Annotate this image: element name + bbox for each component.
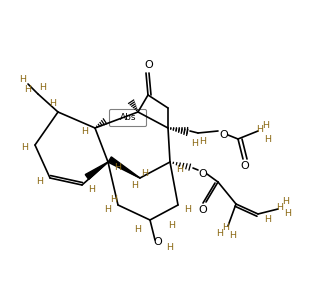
- Text: H: H: [142, 169, 148, 178]
- Text: O: O: [145, 60, 153, 70]
- Text: O: O: [220, 130, 228, 140]
- Text: H: H: [184, 205, 191, 214]
- Text: H: H: [216, 230, 223, 239]
- Text: O: O: [154, 237, 162, 247]
- Text: H: H: [82, 126, 88, 135]
- Text: H: H: [177, 166, 183, 175]
- Text: H: H: [229, 231, 237, 240]
- Text: H: H: [105, 205, 112, 214]
- Text: H: H: [115, 162, 121, 172]
- Text: H: H: [265, 214, 272, 223]
- Text: H: H: [282, 196, 289, 205]
- Text: H: H: [167, 243, 174, 252]
- Text: O: O: [199, 169, 207, 179]
- Text: H: H: [131, 181, 139, 190]
- Text: H: H: [50, 100, 56, 109]
- Text: H: H: [19, 76, 26, 85]
- Text: Abs: Abs: [120, 114, 136, 123]
- Text: H: H: [284, 210, 291, 219]
- Text: O: O: [199, 205, 207, 215]
- Polygon shape: [109, 157, 140, 178]
- Text: H: H: [277, 202, 283, 211]
- Polygon shape: [85, 162, 108, 179]
- Text: H: H: [21, 143, 28, 152]
- Text: H: H: [262, 121, 270, 130]
- FancyBboxPatch shape: [110, 109, 147, 126]
- Text: H: H: [265, 135, 272, 144]
- Text: H: H: [191, 138, 199, 147]
- Text: H: H: [200, 137, 207, 146]
- Text: H: H: [256, 124, 263, 133]
- Text: H: H: [111, 196, 117, 205]
- Text: H: H: [135, 225, 142, 234]
- Text: H: H: [37, 176, 44, 185]
- Text: H: H: [222, 223, 229, 233]
- Text: H: H: [40, 83, 47, 91]
- Text: H: H: [169, 220, 176, 230]
- Text: O: O: [241, 161, 249, 171]
- Text: H: H: [88, 185, 95, 195]
- Text: H: H: [24, 86, 31, 94]
